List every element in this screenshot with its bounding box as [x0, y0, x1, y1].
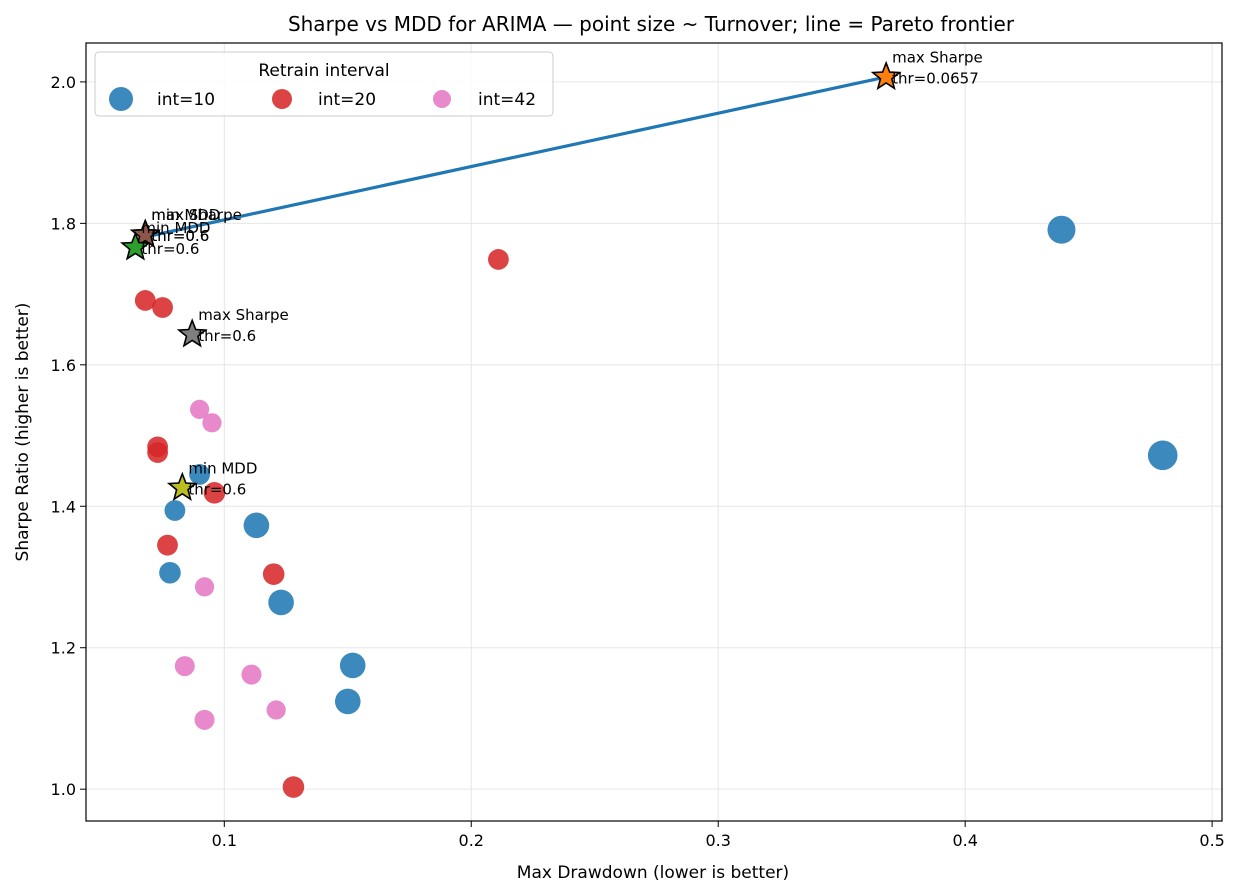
y-tick-label: 1.0 — [51, 780, 76, 799]
legend: Retrain interval int=10 int=20 int=42 — [94, 51, 554, 117]
annotation-text: thr=0.6 — [188, 480, 246, 498]
data-point — [266, 700, 286, 720]
y-tick-label: 1.4 — [51, 497, 76, 516]
data-point — [268, 589, 294, 616]
scatter-points — [134, 215, 1178, 798]
plot-frame — [85, 42, 1223, 822]
chart-title: Sharpe vs MDD for ARIMA — point size ~ T… — [288, 12, 1015, 36]
legend-marker — [272, 89, 292, 109]
highlight-stars — [119, 60, 902, 502]
annotation-text: thr=0.6 — [151, 227, 209, 245]
legend-title: Retrain interval — [258, 61, 389, 81]
y-axis-title: Sharpe Ratio (higher is better) — [13, 303, 33, 562]
annotation-text: thr=0.6 — [198, 327, 256, 345]
annotation-text: min MDD — [141, 219, 210, 237]
annotation-text: thr=0.6 — [141, 240, 199, 258]
annotation-text: max Sharpe — [892, 48, 983, 66]
data-point — [334, 688, 361, 715]
legend-marker — [433, 90, 451, 108]
data-point — [203, 482, 226, 504]
y-tick-label: 1.8 — [51, 214, 76, 233]
data-point — [194, 577, 215, 597]
x-tick-label: 0.5 — [1199, 831, 1224, 850]
data-point — [134, 290, 156, 311]
highlight-star — [119, 231, 151, 261]
annotation-text: thr=0.6 — [151, 227, 209, 245]
highlight-star — [129, 218, 161, 248]
legend-marker — [109, 87, 133, 111]
x-axis-title: Max Drawdown (lower is better) — [517, 863, 789, 883]
data-point — [1047, 215, 1076, 244]
legend-label: int=20 — [318, 90, 376, 110]
data-point — [1147, 440, 1178, 471]
data-point — [282, 776, 305, 798]
highlight-star — [176, 318, 208, 348]
y-tick-label: 2.0 — [51, 73, 76, 92]
y-tick-label: 1.2 — [51, 639, 76, 658]
data-point — [157, 534, 178, 556]
grid-lines — [86, 43, 1222, 821]
data-point — [190, 399, 210, 419]
axis-ticks: 0.1 0.2 0.3 0.4 0.5 1.0 1.2 1.4 1.6 1.8 2.0 — [51, 73, 1225, 850]
highlight-star — [870, 60, 902, 91]
data-point — [194, 709, 215, 730]
highlight-star — [166, 471, 198, 502]
data-point — [174, 656, 195, 677]
data-point — [147, 442, 169, 463]
data-point — [241, 664, 262, 685]
data-point — [262, 563, 285, 585]
y-tick-label: 1.6 — [51, 356, 76, 375]
annotation-text: min MDD — [151, 206, 220, 224]
x-tick-label: 0.1 — [212, 831, 237, 850]
data-point — [164, 500, 186, 521]
data-point — [159, 561, 181, 584]
x-tick-label: 0.2 — [459, 831, 484, 850]
annotation-text: thr=0.0657 — [892, 69, 979, 87]
x-tick-label: 0.3 — [705, 831, 730, 850]
data-point — [339, 652, 366, 679]
legend-label: int=10 — [157, 90, 215, 110]
legend-label: int=42 — [478, 90, 536, 110]
x-tick-label: 0.4 — [952, 831, 977, 850]
annotation-text: max Sharpe — [198, 306, 289, 324]
data-point — [189, 464, 211, 485]
annotation-text: max Sharpe — [151, 206, 242, 224]
data-point — [152, 297, 173, 318]
annotation-text: min MDD — [188, 459, 257, 477]
data-point — [488, 249, 509, 270]
data-point — [202, 413, 222, 433]
data-point — [243, 512, 270, 539]
